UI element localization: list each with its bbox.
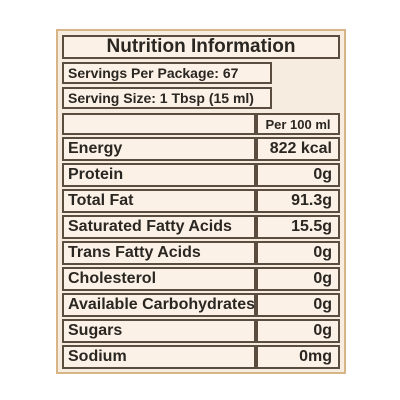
nutrient-name: Trans Fatty Acids xyxy=(62,241,256,265)
nutrient-value: 0mg xyxy=(256,345,340,369)
nutrient-value: 822 kcal xyxy=(256,137,340,161)
nutrient-value: 0g xyxy=(256,163,340,187)
nutrient-name: Energy xyxy=(62,137,256,161)
nutrient-name: Sodium xyxy=(62,345,256,369)
nutrient-value: 91.3g xyxy=(256,189,340,213)
nutrient-name: Saturated Fatty Acids xyxy=(62,215,256,239)
nutrient-name: Sugars xyxy=(62,319,256,343)
header-blank-cell xyxy=(62,113,256,135)
column-header-per-100ml: Per 100 ml xyxy=(256,113,340,135)
nutrient-value: 0g xyxy=(256,241,340,265)
nutrient-value: 0g xyxy=(256,319,340,343)
nutrient-value: 15.5g xyxy=(256,215,340,239)
servings-per-package: Servings Per Package: 67 xyxy=(62,62,272,84)
serving-size: Serving Size: 1 Tbsp (15 ml) xyxy=(62,87,272,109)
nutrient-value: 0g xyxy=(256,267,340,291)
label-title: Nutrition Information xyxy=(62,35,340,59)
nutrient-value: 0g xyxy=(256,293,340,317)
nutrient-name: Available Carbohydrates xyxy=(62,293,256,317)
nutrition-label: Nutrition Information Servings Per Packa… xyxy=(56,29,346,374)
nutrient-name: Cholesterol xyxy=(62,267,256,291)
nutrient-name: Protein xyxy=(62,163,256,187)
nutrient-name: Total Fat xyxy=(62,189,256,213)
